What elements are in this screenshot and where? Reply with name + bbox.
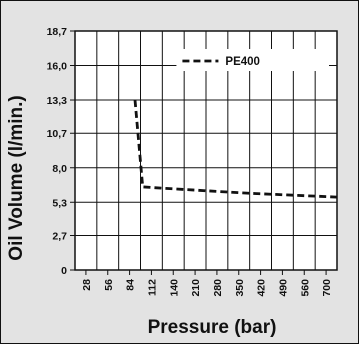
y-tick-label: 0 (61, 265, 67, 277)
x-tick-label: 490 (277, 279, 289, 297)
x-tick-label: 28 (81, 279, 93, 291)
series-line-pe400 (133, 99, 338, 199)
y-tick-label: 8,0 (52, 163, 67, 175)
x-tick-label: 700 (321, 279, 333, 297)
x-tick-label: 210 (190, 279, 202, 297)
x-tick-label: 140 (168, 279, 180, 297)
x-tick-label: 280 (212, 279, 224, 297)
x-tick-label: 84 (125, 279, 137, 291)
x-tick-label: 420 (256, 279, 268, 297)
x-tick-label: 112 (146, 279, 158, 296)
y-tick-label: 2,7 (52, 230, 67, 242)
x-tick-label: 350 (234, 279, 246, 297)
x-tick-label: 560 (299, 279, 311, 297)
y-tick-label: 16,0 (47, 61, 68, 73)
x-tick-label: 56 (103, 279, 115, 291)
y-tick-label: 13,3 (47, 95, 68, 107)
y-tick-label: 18,7 (47, 26, 68, 38)
plot-border (74, 30, 338, 271)
y-tick-label: 10,7 (47, 128, 68, 140)
y-tick-label: 5,3 (52, 197, 67, 209)
legend-box (176, 49, 329, 71)
x-axis-label: Pressure (bar) (148, 317, 277, 338)
y-axis-label: Oil Volume (l/min.) (6, 95, 27, 260)
legend-label: PE400 (225, 56, 260, 68)
